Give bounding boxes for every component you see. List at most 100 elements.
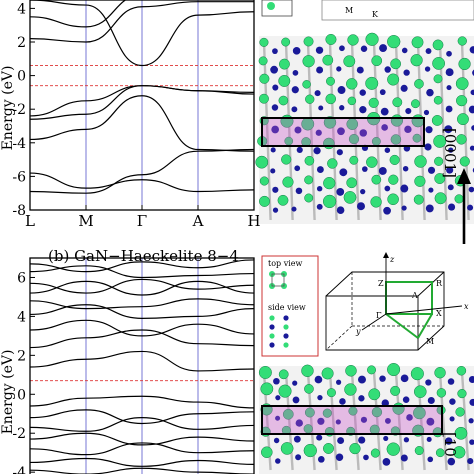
n-atom bbox=[314, 90, 321, 97]
n-atom bbox=[381, 399, 389, 407]
structure-a-atoms bbox=[255, 32, 474, 221]
n-atom bbox=[295, 187, 303, 195]
ga-atom bbox=[434, 367, 446, 379]
legend-inset bbox=[261, 0, 293, 17]
n-atom bbox=[404, 125, 412, 134]
panel-b-y-ticks: 6 4 2 0 -2 -4 bbox=[12, 270, 35, 474]
n-atom bbox=[316, 185, 323, 192]
top-view-label: top view bbox=[268, 259, 303, 268]
panel-b-frame bbox=[29, 257, 255, 474]
panel-a-structure: M K [0001] bbox=[255, 0, 474, 244]
side-view-atom bbox=[283, 333, 289, 339]
y-tick-label: -2 bbox=[12, 102, 26, 118]
ga-atom bbox=[278, 95, 289, 106]
n-atom bbox=[359, 106, 367, 114]
ga-atom bbox=[455, 77, 469, 90]
n-atom bbox=[293, 435, 301, 443]
n-atom bbox=[469, 46, 474, 54]
ga-atom bbox=[322, 54, 334, 66]
ga-atom bbox=[260, 382, 274, 396]
bz-label-m: M bbox=[426, 337, 434, 346]
n-atom bbox=[336, 188, 345, 196]
ga-atom bbox=[301, 364, 314, 378]
band-line bbox=[29, 265, 255, 279]
n-atom bbox=[292, 47, 301, 55]
n-atom bbox=[335, 453, 344, 462]
ga-atom bbox=[305, 94, 315, 104]
n-atom bbox=[468, 376, 474, 384]
ga-atom bbox=[392, 97, 403, 108]
n-atom bbox=[406, 414, 413, 421]
ga-atom bbox=[261, 446, 273, 459]
ga-atom bbox=[304, 193, 314, 203]
n-atom bbox=[336, 149, 343, 156]
ga-atom bbox=[321, 367, 334, 380]
ga-atom bbox=[278, 369, 289, 380]
band-line bbox=[29, 350, 255, 372]
ga-atom bbox=[454, 426, 468, 440]
ga-atom bbox=[365, 76, 379, 90]
direction-arrow-head bbox=[457, 168, 471, 184]
ga-atom bbox=[345, 365, 357, 377]
bz-label-x: X bbox=[436, 309, 442, 318]
ga-atom bbox=[304, 155, 315, 166]
ga-atom bbox=[343, 191, 357, 204]
n-atom bbox=[292, 396, 300, 404]
panel-b-band-series bbox=[29, 259, 255, 474]
y-tick-label: -6 bbox=[12, 169, 26, 185]
highlight-slab-b bbox=[261, 405, 443, 435]
n-atom bbox=[296, 146, 303, 153]
side-view-label: side view bbox=[268, 303, 306, 312]
n-atom bbox=[356, 66, 364, 74]
ga-atom bbox=[410, 54, 423, 67]
band-line bbox=[29, 259, 255, 273]
n-atom bbox=[335, 419, 341, 425]
n-atom bbox=[425, 48, 432, 55]
y-tick-label: 2 bbox=[17, 35, 26, 51]
n-atom bbox=[447, 184, 454, 191]
bz-top-label-m: M bbox=[345, 6, 353, 15]
band-line bbox=[29, 278, 255, 294]
n-atom bbox=[447, 457, 456, 466]
ga-atom bbox=[349, 442, 361, 455]
n-atom bbox=[339, 105, 345, 111]
n-atom bbox=[291, 206, 297, 212]
n-atom bbox=[403, 69, 410, 76]
n-atom bbox=[337, 86, 346, 95]
n-atom bbox=[467, 458, 474, 465]
band-line bbox=[29, 304, 255, 319]
n-atom bbox=[359, 89, 366, 96]
side-view-atom bbox=[283, 315, 289, 321]
n-atom bbox=[379, 44, 388, 53]
n-atom bbox=[448, 203, 456, 211]
ga-atom bbox=[346, 78, 358, 90]
ga-atom bbox=[458, 57, 471, 71]
n-atom bbox=[469, 439, 474, 445]
ga-atom bbox=[282, 408, 294, 420]
ga-atom bbox=[387, 193, 399, 206]
ga-atom bbox=[390, 58, 402, 70]
ga-atom bbox=[371, 174, 382, 185]
n-atom bbox=[358, 436, 366, 444]
n-atom bbox=[317, 417, 325, 425]
n-atom bbox=[295, 454, 302, 461]
n-atom bbox=[382, 458, 391, 466]
n-atom bbox=[272, 48, 278, 55]
ga-atom bbox=[278, 74, 291, 87]
side-view-atom bbox=[269, 324, 275, 330]
panel-b-structure: top view side view Z R A X Γ y M x bbox=[258, 252, 474, 474]
n-atom bbox=[383, 206, 391, 215]
y-tick-label: 2 bbox=[17, 348, 26, 364]
n-atom bbox=[446, 50, 452, 57]
ga-atom bbox=[282, 176, 294, 188]
ga-atom bbox=[259, 93, 269, 104]
ga-atom bbox=[323, 443, 334, 454]
bond bbox=[460, 41, 470, 221]
n-atom bbox=[379, 89, 386, 96]
bz-axis-x bbox=[385, 305, 463, 315]
band-line bbox=[29, 417, 255, 432]
n-atom bbox=[314, 375, 323, 384]
n-atom bbox=[360, 416, 368, 423]
n-atom bbox=[446, 85, 452, 91]
n-atom bbox=[358, 395, 365, 402]
